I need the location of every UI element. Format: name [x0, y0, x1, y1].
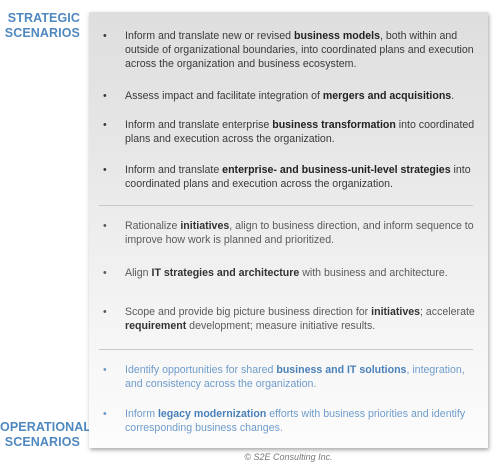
- bullet-icon: •: [103, 90, 107, 102]
- bullet-icon: •: [103, 364, 107, 376]
- strategic-label-line1: STRATEGIC: [7, 11, 80, 25]
- scenario-text: Scope and provide big picture business d…: [125, 306, 475, 332]
- strategic-scenarios-label: STRATEGIC SCENARIOS: [0, 11, 80, 41]
- scenario-text: Align IT strategies and architecture wit…: [125, 267, 448, 279]
- scenario-text: Inform legacy modernization efforts with…: [125, 408, 466, 434]
- scenario-text: Assess impact and facilitate integration…: [125, 90, 455, 102]
- scenario-text: Inform and translate new or revised busi…: [125, 30, 474, 70]
- bullet-icon: •: [103, 408, 107, 420]
- copyright-note: © S2E Consulting Inc.: [244, 452, 333, 462]
- bullet-icon: •: [103, 220, 107, 232]
- group-divider: [99, 205, 473, 206]
- scenario-text: Identify opportunities for shared busine…: [125, 364, 465, 390]
- operational-scenarios-label: OPERATIONAL SCENARIOS: [0, 420, 92, 450]
- bullet-icon: •: [103, 164, 107, 176]
- bullet-icon: •: [103, 306, 107, 318]
- scenario-text: Rationalize initiatives, align to busine…: [125, 220, 474, 246]
- scenario-text: Inform and translate enterprise- and bus…: [125, 164, 471, 190]
- strategic-label-line2: SCENARIOS: [4, 26, 80, 40]
- scenario-text: Inform and translate enterprise business…: [125, 119, 475, 145]
- group-divider: [99, 349, 473, 350]
- bullet-icon: •: [103, 119, 107, 131]
- bullet-icon: •: [103, 30, 107, 42]
- scenarios-panel: • Inform and translate new or revised bu…: [89, 12, 488, 448]
- operational-label-line1: OPERATIONAL: [0, 420, 92, 434]
- bullet-icon: •: [103, 267, 107, 279]
- operational-label-line2: SCENARIOS: [4, 435, 80, 449]
